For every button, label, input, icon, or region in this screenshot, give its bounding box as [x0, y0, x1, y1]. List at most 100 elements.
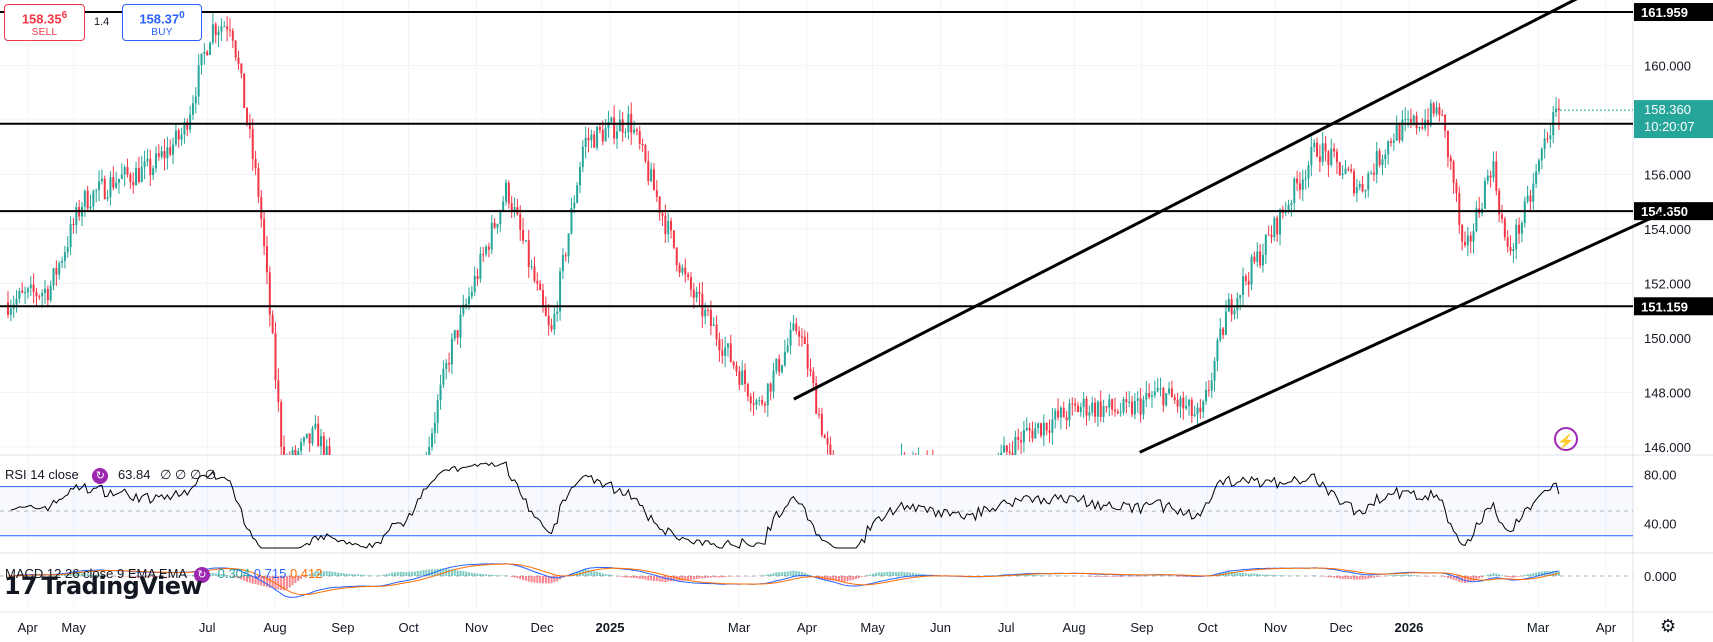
candle-body — [1327, 151, 1330, 166]
macd-histogram-bar — [78, 573, 81, 576]
macd-histogram-bar — [670, 576, 673, 582]
candle-body — [305, 433, 308, 438]
candle-body — [442, 368, 445, 385]
sell-button[interactable]: 158.356 SELL — [4, 4, 85, 41]
candle-body — [1102, 406, 1105, 417]
candle-body — [66, 247, 69, 253]
macd-histogram-bar — [1375, 576, 1378, 577]
macd-histogram-bar — [1273, 574, 1276, 576]
macd-histogram-bar — [98, 574, 101, 576]
macd-histogram-bar — [75, 572, 78, 576]
candle-body — [314, 423, 317, 428]
candle-body — [1287, 204, 1290, 212]
candle-body — [749, 396, 752, 404]
macd-histogram-bar — [866, 575, 869, 576]
candle-body — [453, 330, 456, 339]
candle-body — [832, 454, 835, 455]
macd-histogram-bar — [789, 570, 792, 576]
macd-histogram-bar — [1327, 576, 1330, 578]
macd-histogram-bar — [587, 569, 590, 576]
time-axis-label: Sep — [1130, 620, 1153, 635]
macd-histogram-bar — [100, 574, 103, 576]
candle-body — [206, 51, 209, 55]
candle-body — [58, 262, 61, 275]
lightning-icon[interactable]: ⚡ — [1554, 427, 1578, 451]
macd-histogram-bar — [351, 574, 354, 576]
macd-histogram-bar — [302, 576, 305, 577]
macd-histogram-bar — [516, 576, 519, 579]
macd-histogram-bar — [382, 574, 385, 576]
candle-body — [943, 466, 945, 486]
candle-body — [1022, 430, 1025, 443]
macd-histogram-bar — [465, 571, 468, 576]
candle-body — [1350, 169, 1353, 172]
candle-body — [701, 293, 704, 317]
macd-histogram-bar — [544, 576, 547, 584]
level-price-label: 161.959 — [1641, 5, 1688, 20]
buy-button[interactable]: 158.370 BUY — [122, 4, 202, 41]
current-price-label: 158.360 — [1644, 102, 1691, 117]
candle-body — [800, 336, 803, 338]
macd-histogram-bar — [527, 576, 530, 582]
macd-histogram-bar — [325, 571, 328, 576]
candle-body — [1148, 393, 1151, 397]
candle-body — [1330, 148, 1333, 166]
candle-body — [394, 536, 396, 537]
rsi-settings-icon[interactable]: ↻ — [92, 468, 109, 484]
sell-price: 158.356 — [21, 10, 68, 27]
macd-histogram-bar — [624, 576, 627, 578]
candle-body — [1506, 237, 1509, 248]
macd-histogram-bar — [897, 571, 900, 576]
macd-histogram-bar — [533, 576, 536, 583]
macd-histogram-bar — [234, 576, 237, 578]
macd-histogram-bar — [280, 576, 283, 590]
candle-body — [1079, 407, 1082, 412]
macd-histogram-bar — [342, 573, 345, 576]
candle-body — [504, 182, 507, 202]
gear-icon[interactable]: ⚙ — [1660, 616, 1677, 636]
candle-body — [473, 276, 476, 293]
candle-body — [325, 446, 328, 455]
candle-body — [678, 265, 681, 273]
candle-body — [929, 460, 931, 473]
macd-histogram-bar — [1489, 573, 1492, 576]
candle-body — [1540, 148, 1543, 161]
candle-body — [1529, 195, 1532, 202]
candle-body — [1119, 412, 1122, 414]
macd-settings-icon[interactable]: ↻ — [193, 567, 210, 583]
macd-legend[interactable]: MACD 12 26 close 9 EMA EMA ↻ 0.304 0.715… — [5, 566, 323, 583]
macd-histogram-bar — [547, 576, 550, 584]
macd-histogram-bar — [126, 576, 129, 577]
time-axis-label: Jul — [199, 620, 216, 635]
macd-histogram-bar — [58, 574, 61, 576]
candle-body — [1458, 193, 1461, 225]
macd-histogram-bar — [852, 576, 855, 580]
candle-body — [1347, 168, 1350, 170]
candle-body — [1486, 175, 1489, 182]
rsi-legend[interactable]: RSI 14 close ↻ 63.84 ∅ ∅ ∅ ∅ — [5, 467, 216, 484]
candle-body — [957, 473, 959, 476]
macd-histogram-bar — [456, 570, 459, 576]
tradingview-logo[interactable]: 17 TradingView — [4, 572, 203, 600]
candle-body — [439, 384, 442, 401]
candle-body — [1378, 150, 1381, 165]
candle-body — [1071, 403, 1074, 405]
macd-histogram-bar — [692, 576, 695, 580]
candle-body — [889, 470, 891, 483]
candle-body — [1415, 115, 1418, 129]
candle-body — [792, 323, 795, 330]
macd-histogram-bar — [920, 573, 923, 576]
candle-body — [578, 167, 581, 186]
candle-body — [1375, 150, 1378, 175]
sell-label: SELL — [31, 27, 58, 39]
macd-histogram-bar — [1492, 573, 1495, 576]
candle-body — [322, 436, 325, 455]
candle-body — [366, 535, 368, 563]
candle-body — [1461, 224, 1464, 242]
macd-histogram-bar — [576, 571, 579, 576]
candle-body — [1438, 107, 1441, 115]
macd-histogram-bar — [837, 576, 840, 582]
logo-text: TradingView — [41, 572, 203, 600]
candle-body — [1321, 143, 1324, 162]
